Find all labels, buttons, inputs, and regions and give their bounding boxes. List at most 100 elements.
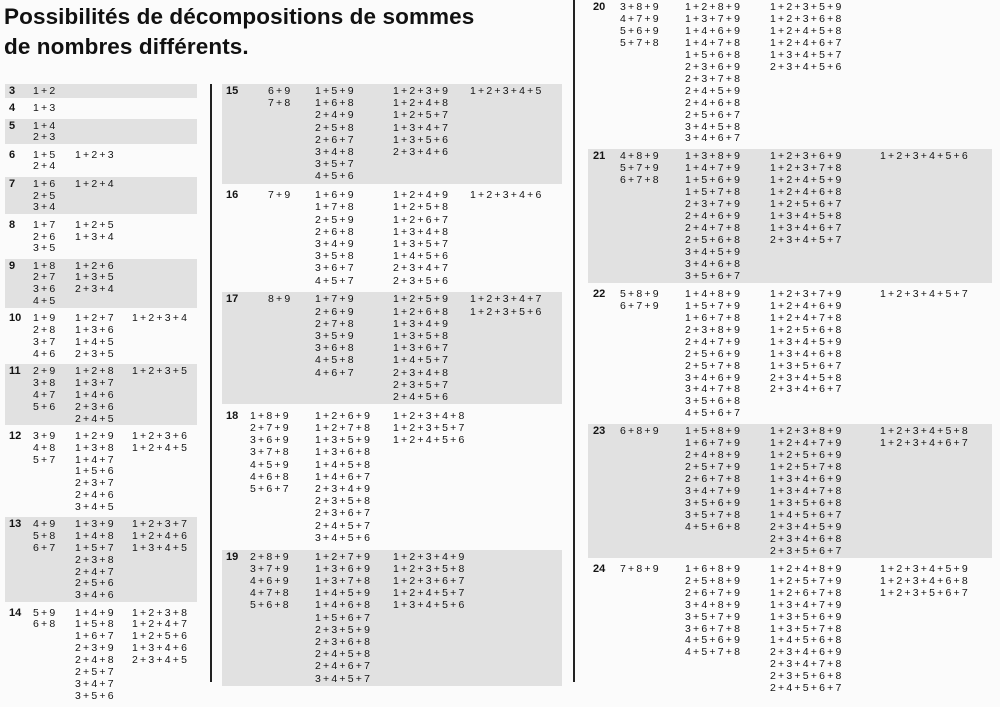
decomposition: 1+2+3+5+6+7 xyxy=(880,586,970,599)
decomposition: 4+5+6+8 xyxy=(685,520,743,533)
sum-label: 17 xyxy=(226,293,239,306)
decomposition: 5+9 xyxy=(33,606,58,619)
decomposition: 3+7+9 xyxy=(250,562,291,575)
decomposition: 1+2+5+8 xyxy=(393,201,451,214)
decomposition: 2+4+8 xyxy=(75,653,116,666)
decomposition: 1+2+4+8+9 xyxy=(770,562,844,575)
decomposition: 1+2+4+5+6 xyxy=(393,434,467,447)
decomposition: 1+2+3+4+5+8 xyxy=(880,425,970,438)
decomposition: 1+2+4+6+7 xyxy=(770,36,844,49)
decomposition: 2+5+7+8 xyxy=(685,359,743,372)
decomposition: 2+9 xyxy=(33,365,58,378)
page-title: Possibilités de décompositions de sommes… xyxy=(4,2,474,62)
decomposition: 2+5+8 xyxy=(315,121,356,134)
decomposition: 3+4+7 xyxy=(75,677,116,690)
column-divider-2 xyxy=(573,0,575,682)
decomposition: 2+6+7+8 xyxy=(685,473,743,486)
decomposition: 2+4+5+6 xyxy=(393,391,451,403)
decomposition: 1+2+3+4+7 xyxy=(470,293,544,306)
decomposition: 1+2+4+6+8 xyxy=(770,186,844,199)
decomposition: 1+2+5+9 xyxy=(393,293,451,306)
sum-label: 24 xyxy=(593,562,606,575)
decomposition: 5+6 xyxy=(33,400,58,413)
decomposition: 1+2+3+4+8 xyxy=(393,409,467,422)
title-line-2: de nombres différents. xyxy=(4,34,249,59)
decomposition: 2+8 xyxy=(33,324,58,337)
decomposition: 1+3+5 xyxy=(75,271,116,284)
decomposition: 2+3+8+9 xyxy=(685,323,743,336)
decomposition: 1+2+3 xyxy=(75,148,116,161)
decomposition: 4+5+6 xyxy=(315,170,356,183)
decomposition: 2+5+6 xyxy=(75,577,116,590)
decomposition: 3+5+8 xyxy=(315,250,356,263)
decomposition: 1+2+5+7 xyxy=(393,109,451,122)
decomposition: 1+3+7 xyxy=(75,377,116,390)
sum-label: 13 xyxy=(9,518,22,531)
decomposition: 6+7+9 xyxy=(620,299,661,312)
decomposition: 1+4+5 xyxy=(75,336,116,349)
decomposition: 2+3+4+7 xyxy=(393,262,451,275)
decomposition: 1+2+5+6 xyxy=(132,630,190,643)
decomposition: 1+3+4+7+9 xyxy=(770,598,844,611)
sum-label: 8 xyxy=(9,218,16,231)
decomposition: 1+3+8 xyxy=(75,441,116,454)
decomposition: 3+5+7+8 xyxy=(685,508,743,521)
decomposition: 1+3+6+8 xyxy=(315,446,373,459)
decomposition: 1+3+4+6 xyxy=(132,642,190,655)
decomposition: 3+9 xyxy=(33,429,58,442)
decomposition: 1+3+6+7 xyxy=(393,342,451,355)
decomposition: 1+3+6 xyxy=(75,324,116,337)
decomposition: 1+6+7+8 xyxy=(685,311,743,324)
decomposition: 5+8 xyxy=(33,530,58,543)
decomposition: 1+2+5 xyxy=(75,218,116,231)
decomposition: 1+3+7+8 xyxy=(315,575,373,587)
decomposition: 1+2+3+6 xyxy=(132,429,190,442)
sum-label: 11 xyxy=(9,365,21,378)
decomposition: 1+3+4+6+8 xyxy=(770,347,844,360)
decomposition: 1+4+7+9 xyxy=(685,162,743,175)
decomposition: 1+3+4+5 xyxy=(132,541,190,554)
decomposition: 1+6+7 xyxy=(75,630,116,643)
decomposition: 1+2+5+6+7 xyxy=(770,198,844,211)
decomposition: 2+6+8 xyxy=(315,225,356,238)
decomposition: 2+4+9 xyxy=(315,109,356,122)
decomposition: 2+3+4 xyxy=(75,283,116,296)
sum-label: 4 xyxy=(9,102,16,115)
decomposition: 2+5+7 xyxy=(75,665,116,678)
decomposition: 3+6+7+8 xyxy=(685,622,743,635)
decomposition: 1+2+4+5+7 xyxy=(393,587,467,600)
decomposition: 1+4+5+8 xyxy=(315,458,373,471)
decomposition: 2+3+4+5+6 xyxy=(770,60,844,73)
decomposition: 6+8+9 xyxy=(620,425,661,438)
decomposition: 1+5+7+9 xyxy=(685,299,743,312)
decomposition: 2+4+6 xyxy=(75,489,116,502)
decomposition: 1+5+7+8 xyxy=(685,186,743,199)
decomposition: 1+5+6 xyxy=(75,465,116,478)
decomposition: 3+4 xyxy=(33,201,58,214)
decomposition: 1+5+8+9 xyxy=(685,425,743,438)
decomposition: 4+5 xyxy=(33,295,58,308)
decomposition: 1+2+3+4+9 xyxy=(393,550,467,563)
row-shading xyxy=(222,549,562,686)
decomposition: 3+5+6+9 xyxy=(685,497,743,509)
decomposition: 3+4+5+7 xyxy=(315,672,373,685)
decomposition: 1+5+8 xyxy=(75,618,116,631)
decomposition: 1+3+5+8 xyxy=(393,330,451,342)
decomposition: 1+7+8 xyxy=(315,201,356,214)
decomposition: 1+9 xyxy=(33,312,58,325)
decomposition: 1+4+6 xyxy=(75,388,116,401)
decomposition: 1+4+5+6+8 xyxy=(770,634,844,647)
decomposition: 1+3+6+9 xyxy=(315,562,373,575)
decomposition: 1+2+7 xyxy=(75,312,116,325)
decomposition: 2+5+8+9 xyxy=(685,574,743,587)
decomposition: 2+5+6+8 xyxy=(685,234,743,247)
sum-label: 12 xyxy=(9,429,22,442)
decomposition: 2+3+4+7+8 xyxy=(770,658,844,671)
decomposition: 2+3+7+9 xyxy=(685,198,743,211)
decomposition: 2+3+4+6+9 xyxy=(770,646,844,659)
decomposition: 1+2+3+5 xyxy=(132,365,190,378)
decomposition: 2+4+6+8 xyxy=(685,96,743,109)
decomposition: 1+5 xyxy=(33,148,58,161)
decomposition: 3+4+5+9 xyxy=(685,246,743,258)
decomposition: 2+3+4+5+8 xyxy=(770,371,844,384)
